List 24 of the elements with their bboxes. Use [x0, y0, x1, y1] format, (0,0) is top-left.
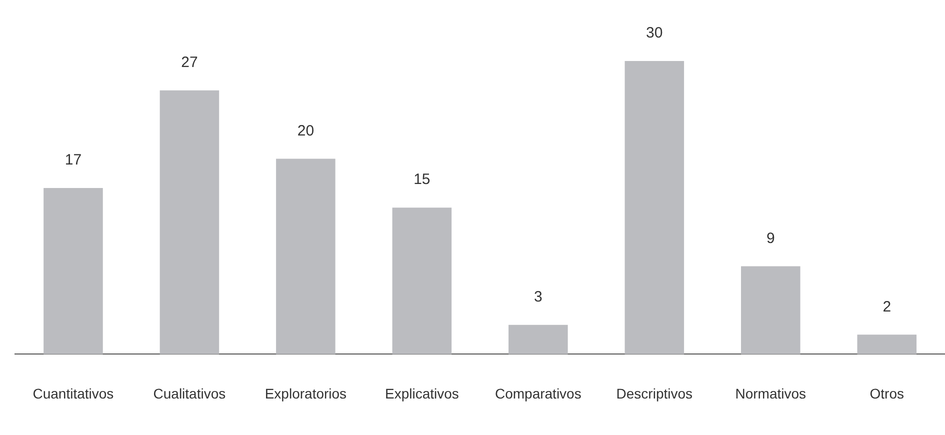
x-tick-label: Cualitativos [153, 385, 226, 402]
x-tick-label: Explicativos [384, 385, 459, 402]
data-label: 17 [64, 152, 82, 169]
bar [392, 208, 452, 354]
data-label: 30 [646, 24, 663, 42]
bar [276, 158, 336, 354]
x-tick-label: Cuantitativos [32, 385, 114, 402]
data-label: 3 [534, 288, 542, 306]
x-tick-label: Descriptivos [616, 385, 693, 402]
data-label: 27 [181, 54, 198, 71]
bar [508, 324, 568, 354]
bar [160, 90, 220, 354]
x-tick-label: Normativos [735, 385, 806, 402]
data-label: 9 [766, 230, 775, 247]
data-label: 20 [297, 122, 314, 140]
bar [857, 334, 917, 354]
bar [741, 266, 800, 354]
bar [624, 61, 684, 354]
x-tick-label: Comparativos [494, 385, 582, 402]
data-label: 15 [414, 171, 430, 188]
data-label: 2 [882, 298, 892, 316]
x-tick-label: Exploratorios [264, 385, 347, 402]
bar [44, 188, 103, 354]
x-tick-label: Otros [870, 385, 904, 402]
